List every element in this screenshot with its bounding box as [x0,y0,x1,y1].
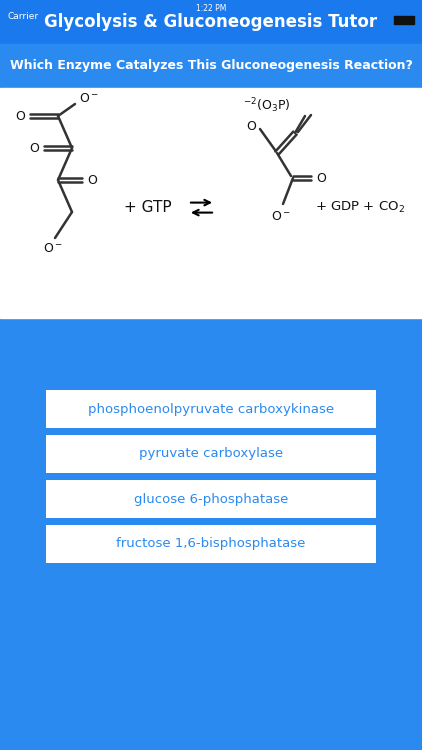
Text: Glycolysis & Gluconeogenesis Tutor: Glycolysis & Gluconeogenesis Tutor [44,13,378,31]
Bar [0,88,422,318]
Text: O$^-$: O$^-$ [43,242,63,254]
Text: O: O [87,173,97,187]
Text: phosphoenolpyruvate carboxykinase: phosphoenolpyruvate carboxykinase [88,403,334,416]
Text: pyruvate carboxylase: pyruvate carboxylase [139,448,283,460]
Text: + GTP: + GTP [124,200,172,215]
Text: Which Enzyme Catalyzes This Gluconeogenesis Reaction?: Which Enzyme Catalyzes This Gluconeogene… [10,59,412,73]
FancyBboxPatch shape [46,390,376,428]
Text: + GDP + CO$_2$: + GDP + CO$_2$ [315,200,405,215]
Text: fructose 1,6-bisphosphatase: fructose 1,6-bisphosphatase [116,538,306,550]
Text: glucose 6-phosphatase: glucose 6-phosphatase [134,493,288,506]
Bar [394,16,414,24]
FancyBboxPatch shape [46,435,376,473]
Text: 1:22 PM: 1:22 PM [196,4,226,13]
Text: O: O [246,119,256,133]
Text: Carrier: Carrier [8,12,39,21]
Text: O: O [15,110,25,122]
Text: O$^-$: O$^-$ [271,209,291,223]
FancyBboxPatch shape [46,525,376,563]
Bar [0,0,422,44]
Bar [0,44,422,88]
Text: O: O [29,142,39,154]
Text: O$^-$: O$^-$ [79,92,99,104]
FancyBboxPatch shape [46,480,376,518]
Text: $^{-2}$(O$_3$P): $^{-2}$(O$_3$P) [243,97,291,116]
Text: O: O [316,172,326,184]
